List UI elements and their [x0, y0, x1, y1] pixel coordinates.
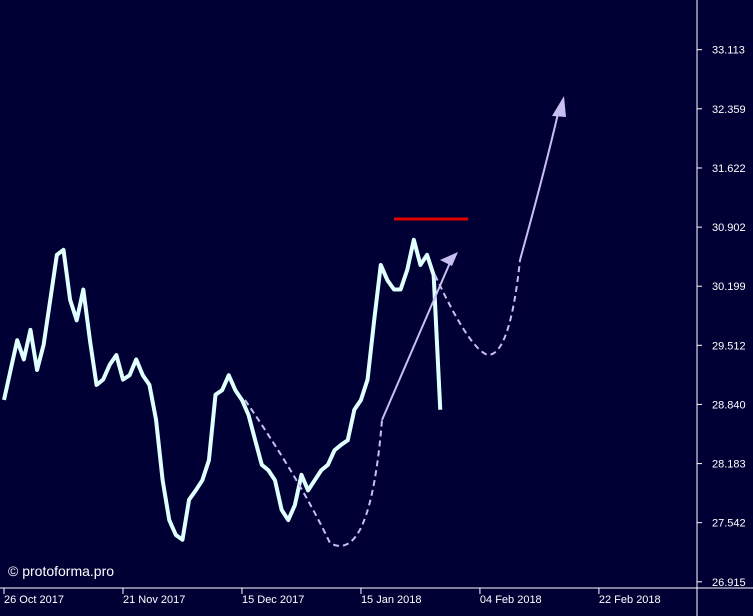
- y-tick-label: 30.199: [712, 281, 746, 293]
- x-tick-label: 15 Jan 2018: [361, 594, 422, 606]
- y-tick-label: 27.542: [712, 518, 746, 530]
- x-tick-label: 26 Oct 2017: [4, 594, 64, 606]
- x-tick-label: 21 Nov 2017: [123, 594, 185, 606]
- arrow-head: [440, 252, 458, 266]
- watermark: © protoforma.pro: [8, 563, 114, 579]
- y-tick-label: 30.902: [712, 222, 746, 234]
- arrow-head: [552, 96, 566, 117]
- price-line: [2, 237, 443, 542]
- y-tick-label: 26.915: [712, 577, 746, 589]
- y-tick-label: 31.622: [712, 163, 746, 175]
- projection-dashed: [434, 259, 521, 357]
- x-tick-label: 04 Feb 2018: [480, 594, 542, 606]
- y-tick-label: 28.183: [712, 459, 746, 471]
- x-tick-label: 22 Feb 2018: [599, 594, 661, 606]
- y-tick-label: 28.840: [712, 399, 746, 411]
- plot: [2, 237, 443, 542]
- projection-arrow: [519, 104, 561, 261]
- projection-dashed: [244, 399, 383, 547]
- x-tick-label: 15 Dec 2017: [242, 594, 304, 606]
- y-tick-label: 33.113: [712, 45, 745, 57]
- y-tick-label: 32.359: [712, 104, 746, 116]
- y-tick-label: 29.512: [712, 340, 746, 352]
